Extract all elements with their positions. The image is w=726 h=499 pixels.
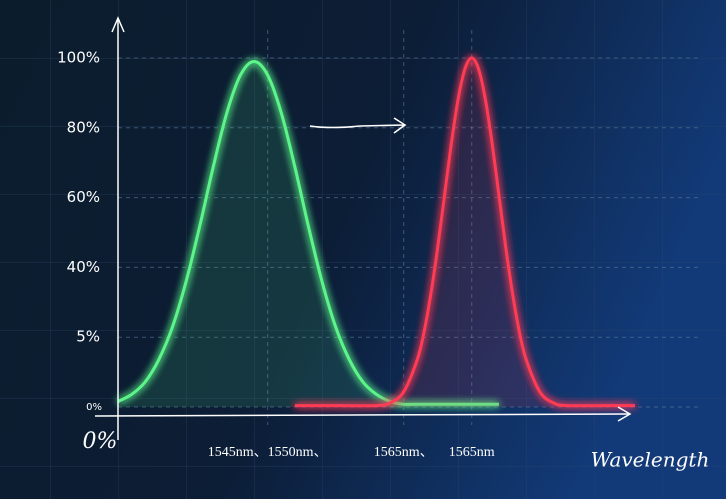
shift-arrow xyxy=(309,117,407,134)
line-series xyxy=(117,59,499,406)
grid-layer xyxy=(118,30,700,425)
origin-annotation: 0% xyxy=(83,429,118,454)
y-tick-label: 5% xyxy=(76,328,100,346)
x-axis-label: Wavelength xyxy=(591,448,710,472)
y-tick-label: 100% xyxy=(57,49,100,67)
x-tick-label: 1545nm、1550nm、 xyxy=(208,445,328,460)
line-area xyxy=(294,58,635,407)
x-tick-label: 1565nm xyxy=(449,445,495,460)
x-axis-arrow xyxy=(617,406,632,422)
y-tick-label: 80% xyxy=(67,118,100,136)
x-axis xyxy=(94,413,631,417)
x-tick-label: 1565nm、 xyxy=(374,445,434,460)
line-area xyxy=(118,61,499,408)
line-series xyxy=(294,56,635,408)
line-layer xyxy=(117,56,635,408)
y-axis-arrow xyxy=(111,16,125,33)
y-tick-label: 60% xyxy=(67,188,100,206)
y-tick-label: 40% xyxy=(67,258,100,276)
y-tick-label: 0% xyxy=(86,402,102,413)
